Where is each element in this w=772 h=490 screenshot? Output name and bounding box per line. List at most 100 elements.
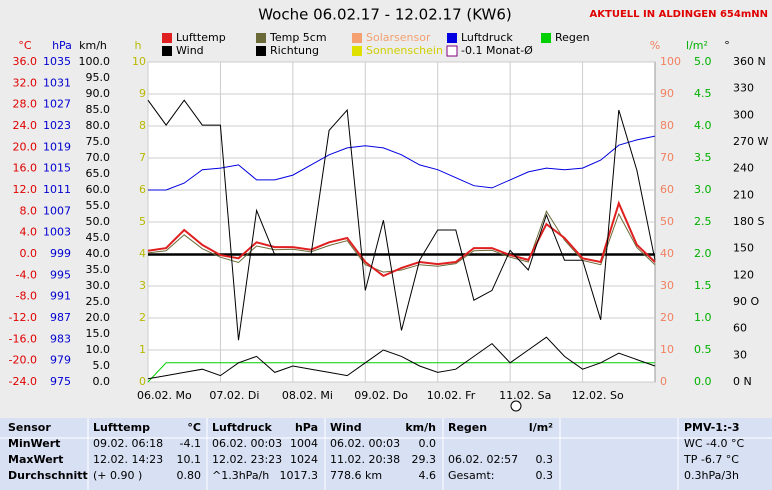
y-tick-label: 3.0 [694, 183, 712, 196]
legend-label: -0.1 Monat-Ø [461, 44, 533, 57]
chart-title: Woche 06.02.17 - 12.02.17 (KW6) [258, 6, 512, 24]
table-header: °C [187, 421, 201, 434]
y-tick-label: 4 [139, 247, 146, 260]
y-tick-label: -16.0 [9, 332, 37, 345]
y-tick-label: 330 [733, 82, 754, 95]
table-header: l/m² [529, 421, 553, 434]
legend-label: Solarsensor [366, 31, 431, 44]
y-tick-label: 991 [50, 290, 71, 303]
y-tick-label: 55.0 [86, 199, 111, 212]
y-tick-label: 4.5 [694, 87, 712, 100]
axis-label: l/m² [686, 39, 708, 52]
table-cell: 0.3hPa/3h [684, 469, 739, 482]
y-tick-label: 1 [139, 343, 146, 356]
y-tick-label: 1023 [43, 119, 71, 132]
table-cell: MinWert [8, 437, 60, 450]
series-lines [147, 99, 656, 383]
legend-swatch [162, 46, 172, 56]
y-tick-label: 7 [139, 151, 146, 164]
y-tick-label: 0.5 [694, 343, 712, 356]
y-tick-label: 1007 [43, 204, 71, 217]
y-tick-label: 0 [660, 375, 667, 388]
stats-table: Sensor Lufttemp °C Luftdruck hPa Wind km/h Rege… [0, 418, 772, 490]
series-line [147, 362, 655, 383]
y-tick-label: 1003 [43, 226, 71, 239]
legend-swatch [446, 45, 458, 57]
axis-label: km/h [79, 39, 107, 52]
y-tick-label: 100 [660, 55, 681, 68]
y-tick-label: 60 [733, 322, 747, 335]
table-background [0, 418, 772, 490]
x-tick-label: 11.02. Sa [499, 389, 551, 402]
y-tick-label: 999 [50, 247, 71, 260]
y-tick-label: 0.0 [694, 375, 712, 388]
y-tick-label: 50 [660, 215, 674, 228]
y-tick-label: 30.0 [86, 279, 111, 292]
y-tick-label: 95.0 [86, 71, 111, 84]
legend-swatch [256, 46, 266, 56]
y-tick-label: 30 [733, 348, 747, 361]
y-tick-label: 1019 [43, 140, 71, 153]
y-tick-label: 100.0 [79, 55, 111, 68]
table-cell: 0.80 [177, 469, 202, 482]
station-label: AKTUELL IN ALDINGEN 654mNN [590, 9, 768, 20]
y-tick-label: 210 [733, 188, 754, 201]
y-tick-label: 70 [660, 151, 674, 164]
table-cell: 778.6 km [330, 469, 382, 482]
y-tick-label: 1035 [43, 55, 71, 68]
y-tick-label: 0 N [733, 375, 752, 388]
y-tick-label: 20.0 [86, 311, 111, 324]
y-tick-label: 0 [139, 375, 146, 388]
x-tick-label: 12.02. So [572, 389, 624, 402]
y-tick-label: 270 W [733, 135, 768, 148]
table-cell: 09.02. 06:18 [93, 437, 163, 450]
y-tick-label: -20.0 [9, 354, 37, 367]
table-header: Wind [330, 421, 362, 434]
y-tick-label: 300 [733, 108, 754, 121]
table-cell: 06.02. 00:03 [330, 437, 400, 450]
table-header: Luftdruck [212, 421, 273, 434]
table-cell: (+ 0.90 ) [93, 469, 142, 482]
legend-label: Richtung [270, 44, 319, 57]
y-tick-label: -12.0 [9, 311, 37, 324]
table-header: Regen [448, 421, 487, 434]
y-tick-label: 24.0 [13, 119, 38, 132]
y-tick-label: 85.0 [86, 103, 111, 116]
table-header: km/h [405, 421, 436, 434]
y-tick-label: 20 [660, 311, 674, 324]
y-tick-label: 12.0 [13, 183, 38, 196]
x-tick-label: 09.02. Do [354, 389, 408, 402]
y-tick-label: 240 [733, 162, 754, 175]
legend-label: Lufttemp [176, 31, 226, 44]
y-tick-label: 0.0 [93, 375, 111, 388]
y-tick-label: 10 [660, 343, 674, 356]
table-cell: 1024 [290, 453, 318, 466]
y-tick-label: 120 [733, 268, 754, 281]
y-tick-label: 3.5 [694, 151, 712, 164]
y-tick-label: 60 [660, 183, 674, 196]
legend-swatch [256, 33, 266, 43]
legend-label: Regen [555, 31, 590, 44]
legend-swatch [541, 33, 551, 43]
y-tick-label: 983 [50, 332, 71, 345]
y-tick-label: 2 [139, 311, 146, 324]
y-tick-label: -24.0 [9, 375, 37, 388]
table-cell: 29.3 [412, 453, 437, 466]
table-cell: Durchschnitt [8, 469, 88, 482]
y-tick-label: 28.0 [13, 98, 38, 111]
legend-label: Wind [176, 44, 204, 57]
y-tick-label: 5.0 [694, 55, 712, 68]
axis-label: hPa [52, 39, 72, 52]
y-tick-label: 2.5 [694, 215, 712, 228]
table-cell: 0.3 [536, 469, 554, 482]
series-line [148, 135, 656, 191]
y-tick-label: 80.0 [86, 119, 111, 132]
y-tick-label: 987 [50, 311, 71, 324]
y-tick-label: 16.0 [13, 162, 38, 175]
y-tick-label: 30 [660, 279, 674, 292]
table-cell: TP -6.7 °C [683, 453, 739, 466]
table-cell: 12.02. 23:23 [212, 453, 282, 466]
y-tick-label: 8.0 [20, 204, 38, 217]
y-tick-label: 10 [132, 55, 146, 68]
